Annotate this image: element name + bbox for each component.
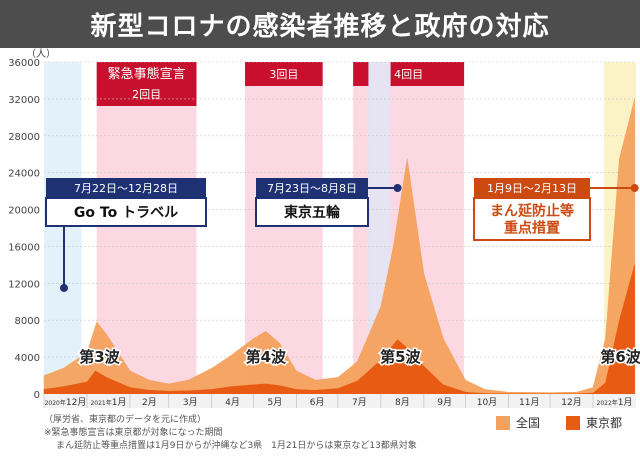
band-label-2: 3回目 <box>269 68 298 81</box>
callout-date-0: 7月22日〜12月28日 <box>74 182 178 195</box>
callout-date-bg-1 <box>256 178 368 198</box>
x-tick-label-0: 2020年12月 <box>45 397 87 408</box>
footer-note-1: ※緊急事態宣言は東京都が対象になった期間 <box>44 428 223 438</box>
band-0 <box>44 62 82 394</box>
y-tick-label-3: 12000 <box>8 279 40 290</box>
x-tick-label-11: 11月 <box>519 397 539 408</box>
callout-event-2-0: まん延防止等 <box>490 203 574 220</box>
y-tick-label-5: 20000 <box>8 206 40 217</box>
callout-date-bg-0 <box>46 178 206 198</box>
band-1 <box>96 62 197 394</box>
y-unit-label: （人） <box>26 48 56 60</box>
x-tick-month-1: 1月 <box>112 397 127 408</box>
callout-body-0 <box>45 197 207 227</box>
x-tick-month-9: 9月 <box>437 397 452 408</box>
y-tick-label-7: 28000 <box>8 132 40 143</box>
band-label-1: 緊急事態宣言 <box>108 66 186 82</box>
footer-note-2: まん延防止等重点措置は1月9日からが沖縄など3県 1月21日からは東京など13都… <box>56 441 417 451</box>
x-tick-year-1: 2021年 <box>90 399 111 407</box>
covid-cases-chart: 緊急事態宣言 2回目 3回目 4回目 0 4000 8000 12000 16000 20000… <box>8 48 640 408</box>
x-tick-label-3: 3月 <box>183 397 198 408</box>
page-title: 新型コロナの感染者推移と政府の対応 <box>0 0 640 48</box>
legend-label-national: 全国 <box>516 416 541 430</box>
x-tick-label-8: 8月 <box>395 397 410 408</box>
x-tick-label-12: 12月 <box>561 397 581 408</box>
legend-item-national: 全国 <box>496 414 540 431</box>
x-tick-label-6: 6月 <box>310 397 325 408</box>
y-tick-label-2: 8000 <box>15 316 40 327</box>
x-tick-label-7: 7月 <box>352 397 367 408</box>
legend-label-tokyo: 東京都 <box>586 416 623 430</box>
y-tick-label-0: 0 <box>34 390 40 401</box>
x-tick-month-8: 8月 <box>395 397 410 408</box>
callout-date-2: 1月9日〜2月13日 <box>487 182 577 195</box>
x-tick-month-12: 12月 <box>561 397 581 408</box>
callout-date-bg-2 <box>474 178 590 198</box>
x-tick-label-10: 10月 <box>477 397 497 408</box>
callout-event-2-1: 重点措置 <box>504 220 560 237</box>
legend-swatch-national <box>496 415 510 430</box>
callout-body-1 <box>255 197 369 227</box>
x-tick-month-0: 12月 <box>66 397 86 408</box>
callout-dot-0 <box>60 283 68 292</box>
series-area-1 <box>43 264 635 395</box>
wave-label-0: 第3波 <box>79 348 120 366</box>
x-tick-month-7: 7月 <box>352 397 367 408</box>
x-tick-month-5: 5月 <box>267 397 282 408</box>
x-tick-year-13: 2022年 <box>597 399 618 407</box>
wave-label-3: 第6波? <box>600 348 640 366</box>
x-tick-label-5: 5月 <box>267 397 282 408</box>
legend-swatch-tokyo <box>566 415 580 430</box>
x-tick-label-2: 2月 <box>142 397 157 408</box>
callout-date-1: 7月23日〜8月8日 <box>267 182 357 195</box>
x-tick-label-9: 9月 <box>437 397 452 408</box>
x-tick-label-13: 2022年1月 <box>597 397 633 408</box>
callout-event-0-0: Go To トラベル <box>74 205 178 221</box>
y-tick-label-6: 24000 <box>8 169 40 180</box>
footer-source: （厚労省、東京都のデータを元に作成） <box>44 415 207 425</box>
band-label-3: 4回目 <box>394 68 423 81</box>
x-tick-month-13: 1月 <box>618 397 633 408</box>
legend-item-tokyo: 東京都 <box>566 414 622 431</box>
x-tick-month-3: 3月 <box>183 397 198 408</box>
y-tick-label-9: 36000 <box>8 58 40 69</box>
x-tick-month-4: 4月 <box>225 397 240 408</box>
callout-dot-1 <box>393 184 402 192</box>
y-tick-label-1: 4000 <box>15 353 40 364</box>
y-tick-label-4: 16000 <box>8 242 40 253</box>
y-tick-label-8: 32000 <box>8 95 40 106</box>
wave-label-1: 第4波 <box>246 348 287 366</box>
callout-body-2 <box>473 197 591 241</box>
x-tick-year-0: 2020年 <box>45 399 66 407</box>
x-tick-label-4: 4月 <box>225 397 240 408</box>
callout-dot-2 <box>630 184 639 192</box>
x-tick-month-10: 10月 <box>477 397 497 408</box>
callout-event-1-0: 東京五輪 <box>284 204 341 221</box>
x-tick-month-6: 6月 <box>310 397 325 408</box>
x-tick-label-1: 2021年1月 <box>90 397 126 408</box>
x-axis-band <box>44 394 636 408</box>
band-sublabel-1: 2回目 <box>132 88 161 101</box>
band-label-bg-2 <box>245 62 323 86</box>
x-tick-month-11: 11月 <box>519 397 539 408</box>
x-tick-month-2: 2月 <box>142 397 157 408</box>
wave-label-2: 第5波 <box>380 348 421 366</box>
series-area-0 <box>43 98 635 395</box>
